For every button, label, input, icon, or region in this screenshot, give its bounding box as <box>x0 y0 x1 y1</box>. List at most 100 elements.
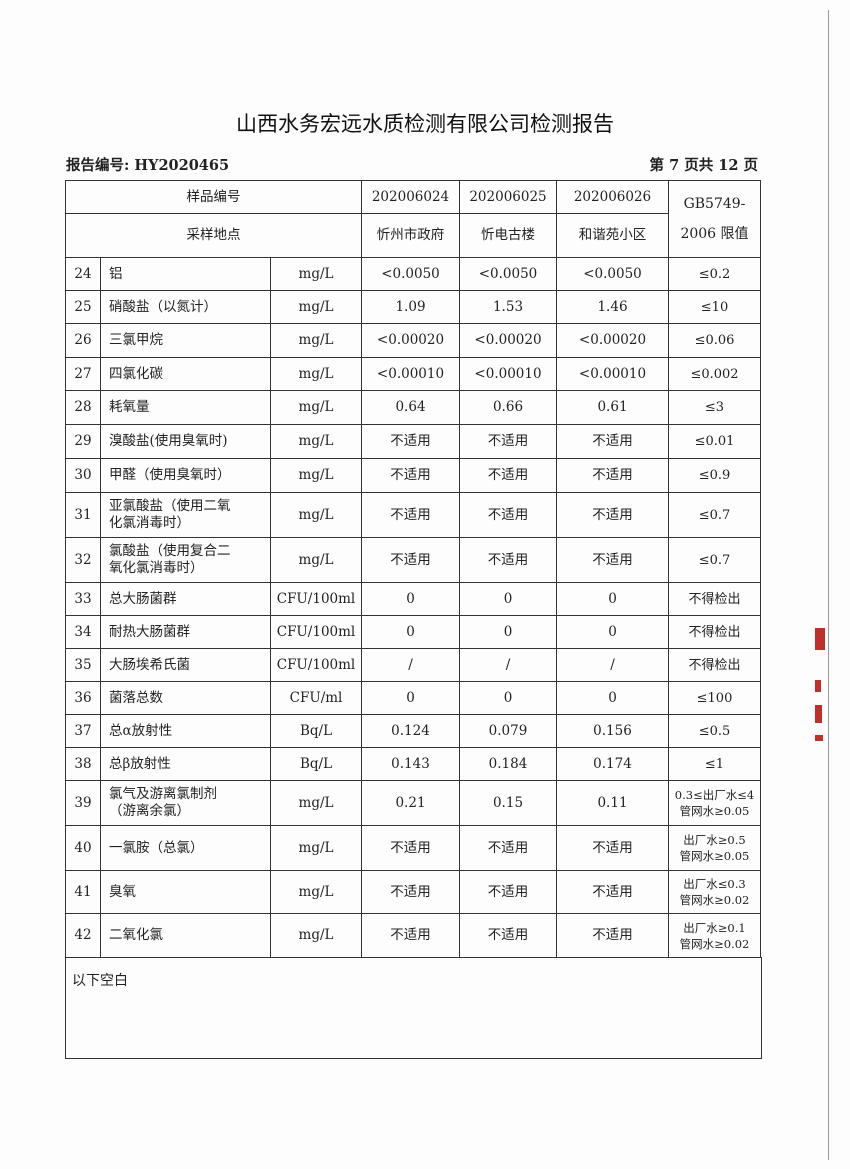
limit-value: ≤0.06 <box>668 323 761 358</box>
result-value: <0.00020 <box>459 323 557 358</box>
result-value: 0.124 <box>361 714 460 748</box>
item-name-line: 二氧化氯 <box>109 927 163 943</box>
table-row: 26 三氯甲烷 mg/L <0.00020 <0.00020 <0.00020 ≤0.06 <box>65 323 761 358</box>
sample-no-label: 样品编号 <box>65 180 362 214</box>
result-value: <0.0050 <box>556 257 669 291</box>
table-row: 35 大肠埃希氏菌 CFU/100ml / / / 不得检出 <box>65 648 761 682</box>
limit-header: GB5749- 2006 限值 <box>668 180 761 258</box>
result-value: 0.11 <box>556 780 669 826</box>
blank-area: 以下空白 <box>65 957 762 1059</box>
item-name: 一氯胺（总氯） <box>100 825 271 871</box>
limit-value-line: ≤0.9 <box>698 468 731 483</box>
item-number: 37 <box>65 714 101 748</box>
result-value: 不适用 <box>556 870 669 914</box>
report-title: 山西水务宏远水质检测有限公司检测报告 <box>236 112 614 136</box>
site: 忻州市政府 <box>361 213 460 258</box>
unit: mg/L <box>270 290 362 324</box>
limit-value-line: 不得检出 <box>688 591 741 607</box>
limit-value: 出厂水≥0.1 管网水≥0.02 <box>668 913 761 958</box>
limit-value: 0.3≤出厂水≤4 管网水≥0.05 <box>668 780 761 826</box>
result-value: 不适用 <box>361 825 460 871</box>
limit-value: ≤0.9 <box>668 458 761 493</box>
limit-value-line: ≤100 <box>696 690 733 706</box>
result-value: 不适用 <box>556 825 669 871</box>
result-value: 不适用 <box>459 870 557 914</box>
limit-value: ≤0.2 <box>668 257 761 291</box>
limit-header-line: 2006 限值 <box>680 226 749 242</box>
item-name: 四氯化碳 <box>100 357 271 391</box>
result-value: 0.156 <box>556 714 669 748</box>
item-number: 28 <box>65 390 101 425</box>
table-row: 38 总β放射性 Bq/L 0.143 0.184 0.174 ≤1 <box>65 747 761 781</box>
item-name: 氯酸盐（使用复合二 氧化氯消毒时） <box>100 537 271 583</box>
table-row: 39 氯气及游离氯制剂 （游离余氯） mg/L 0.21 0.15 0.11 0.3≤出厂水≤… <box>65 780 761 826</box>
item-number: 29 <box>65 424 101 459</box>
item-name-line: 一氯胺（总氯） <box>109 839 204 856</box>
result-value: <0.00010 <box>361 357 460 391</box>
result-value: 不适用 <box>361 913 460 958</box>
item-name-line: 亚氯酸盐（使用二氧 <box>109 498 231 514</box>
result-value: 0.21 <box>361 780 460 826</box>
result-value: 不适用 <box>361 870 460 914</box>
table-row: 31 亚氯酸盐（使用二氧 化氯消毒时） mg/L 不适用 不适用 不适用 ≤0.7 <box>65 492 761 538</box>
unit: mg/L <box>270 424 362 459</box>
table-row: 36 菌落总数 CFU/ml 0 0 0 ≤100 <box>65 681 761 715</box>
item-name-line: （游离余氯） <box>109 803 190 819</box>
item-name: 总β放射性 <box>100 747 271 781</box>
result-value: <0.00010 <box>459 357 557 391</box>
result-value: 不适用 <box>556 913 669 958</box>
results-table: 样品编号 202006024 202006025 202006026 GB574… <box>65 180 761 958</box>
result-value: 0.143 <box>361 747 460 781</box>
limit-value-line: 不得检出 <box>688 657 741 673</box>
table-row: 27 四氯化碳 mg/L <0.00010 <0.00010 <0.00010 ≤0.002 <box>65 357 761 391</box>
stamp-fragment <box>815 735 823 741</box>
result-value: 1.09 <box>361 290 460 324</box>
stamp-fragment <box>815 628 825 650</box>
result-value: 不适用 <box>459 458 557 493</box>
item-name: 铝 <box>100 257 271 291</box>
result-value: 不适用 <box>361 424 460 459</box>
result-value: 0 <box>459 681 557 715</box>
limit-value-line: 出厂水≤0.3 <box>683 877 746 891</box>
unit: mg/L <box>270 870 362 914</box>
result-value: 0.15 <box>459 780 557 826</box>
result-value: / <box>556 648 669 682</box>
result-value: 1.53 <box>459 290 557 324</box>
result-value: 0 <box>556 681 669 715</box>
result-value: 不适用 <box>459 424 557 459</box>
item-number: 36 <box>65 681 101 715</box>
item-name-line: 化氯消毒时） <box>109 515 190 531</box>
limit-value-line: 管网水≥0.02 <box>679 936 750 951</box>
result-value: 不适用 <box>361 492 460 538</box>
result-value: 不适用 <box>556 537 669 583</box>
unit: mg/L <box>270 458 362 493</box>
item-name: 硝酸盐（以氮计） <box>100 290 271 324</box>
limit-value-line: 管网水≥0.05 <box>679 804 750 818</box>
item-number: 32 <box>65 537 101 583</box>
limit-value: 出厂水≤0.3 管网水≥0.02 <box>668 870 761 914</box>
item-name-line: 耐热大肠菌群 <box>109 623 190 640</box>
limit-value: ≤1 <box>668 747 761 781</box>
limit-value: 出厂水≥0.5 管网水≥0.05 <box>668 825 761 871</box>
site: 忻电古楼 <box>459 213 557 258</box>
result-value: 0 <box>459 615 557 649</box>
item-number: 40 <box>65 825 101 871</box>
unit: CFU/100ml <box>270 648 362 682</box>
limit-value: ≤3 <box>668 390 761 425</box>
stamp-fragment <box>815 680 821 692</box>
item-name: 臭氧 <box>100 870 271 914</box>
item-number: 25 <box>65 290 101 324</box>
item-name-line: 溴酸盐(使用臭氧时) <box>109 433 228 449</box>
item-name: 总α放射性 <box>100 714 271 748</box>
unit: Bq/L <box>270 714 362 748</box>
item-number: 26 <box>65 323 101 358</box>
unit: mg/L <box>270 323 362 358</box>
limit-value-line: ≤3 <box>704 400 725 415</box>
scan-edge-line <box>828 10 829 1160</box>
table-row: 24 铝 mg/L <0.0050 <0.0050 <0.0050 ≤0.2 <box>65 257 761 291</box>
limit-value-line: ≤0.06 <box>694 333 735 348</box>
limit-value-line: ≤1 <box>704 756 725 772</box>
sample-no: 202006025 <box>459 180 557 214</box>
item-number: 31 <box>65 492 101 538</box>
limit-value-line: 不得检出 <box>688 624 741 640</box>
